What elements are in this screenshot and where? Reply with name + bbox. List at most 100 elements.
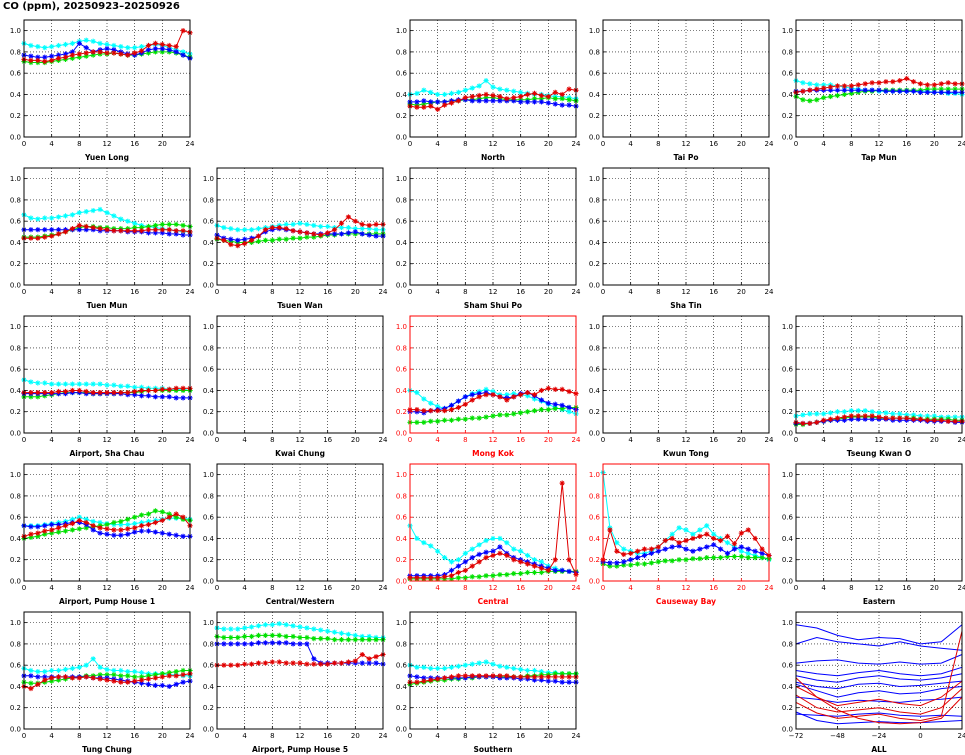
data-point — [621, 546, 627, 552]
data-point — [255, 623, 262, 629]
data-point — [455, 563, 462, 569]
series-line — [602, 528, 770, 560]
y-tick-label: 1.0 — [396, 323, 407, 331]
data-point — [428, 418, 434, 424]
data-point — [827, 93, 834, 100]
data-point — [566, 97, 572, 103]
data-point — [504, 664, 510, 670]
data-point — [518, 666, 524, 673]
x-tick-label: 20 — [544, 584, 553, 592]
data-point — [104, 672, 110, 678]
data-point — [448, 90, 455, 96]
data-point — [441, 408, 448, 414]
data-point — [83, 209, 89, 215]
data-point — [132, 45, 138, 51]
data-point — [531, 569, 538, 576]
data-point — [518, 674, 524, 680]
data-point — [904, 415, 910, 421]
y-tick-label: 1.0 — [589, 175, 600, 183]
x-tick-label: 12 — [296, 732, 305, 740]
y-tick-label: 0.4 — [203, 535, 215, 543]
data-point — [373, 637, 379, 643]
data-point — [173, 395, 179, 401]
series-line — [795, 636, 963, 651]
data-point — [669, 535, 675, 542]
data-point — [455, 89, 462, 95]
data-point — [469, 397, 475, 403]
x-tick-label: 24 — [765, 584, 774, 592]
data-point — [469, 546, 475, 552]
data-point — [883, 79, 889, 85]
data-point — [173, 228, 179, 234]
data-point — [931, 413, 937, 419]
x-tick-label: 8 — [656, 140, 660, 148]
data-point — [55, 674, 62, 680]
data-point — [76, 54, 82, 60]
data-point — [524, 552, 531, 559]
data-point — [704, 531, 710, 537]
data-point — [76, 526, 82, 532]
data-point — [628, 557, 634, 563]
data-point — [242, 633, 248, 640]
data-point — [490, 673, 496, 679]
data-point — [69, 212, 76, 218]
x-tick-label: 12 — [682, 288, 691, 296]
data-point — [304, 634, 310, 641]
data-point — [49, 389, 55, 396]
data-point — [83, 223, 89, 230]
x-tick-label: 8 — [656, 288, 660, 296]
x-tick-label: 24 — [958, 436, 965, 444]
data-point — [428, 543, 434, 549]
data-point — [524, 91, 531, 98]
data-point — [855, 87, 861, 93]
data-point — [497, 535, 503, 542]
data-point — [180, 28, 186, 34]
data-point — [414, 104, 420, 110]
data-point — [69, 520, 76, 527]
x-tick-label: 24 — [186, 732, 195, 740]
data-point — [538, 99, 545, 105]
data-point — [559, 567, 565, 573]
data-point — [924, 413, 931, 419]
data-point — [435, 548, 441, 554]
data-point — [97, 206, 103, 213]
data-point — [504, 96, 510, 102]
data-point — [111, 213, 117, 219]
data-point — [483, 673, 489, 679]
data-point — [462, 87, 468, 93]
data-point — [283, 221, 289, 227]
data-point — [421, 419, 427, 425]
data-point — [607, 527, 613, 533]
data-point — [559, 91, 565, 98]
data-point — [304, 230, 310, 236]
data-point — [83, 674, 89, 680]
data-point — [566, 409, 572, 415]
data-point — [159, 674, 165, 680]
data-point — [42, 227, 48, 233]
data-point — [138, 48, 145, 54]
data-point — [138, 670, 145, 676]
data-point — [490, 573, 496, 579]
data-point — [524, 561, 531, 567]
x-tick-label: 4 — [242, 732, 247, 740]
x-tick-label: 16 — [709, 140, 718, 148]
data-point — [524, 674, 531, 680]
x-tick-label: 12 — [489, 140, 498, 148]
data-point — [145, 681, 152, 687]
data-point — [159, 394, 165, 400]
data-point — [173, 43, 179, 50]
data-point — [462, 559, 468, 565]
data-point — [890, 88, 896, 94]
data-point — [483, 95, 489, 101]
data-point — [145, 223, 152, 230]
data-point — [669, 558, 675, 564]
data-point — [676, 543, 682, 549]
y-tick-label: 0.0 — [589, 430, 600, 438]
data-point — [83, 388, 89, 395]
data-point — [35, 668, 41, 675]
data-point — [311, 234, 317, 240]
data-point — [676, 525, 682, 531]
x-tick-label: 8 — [849, 436, 853, 444]
data-point — [180, 52, 186, 58]
data-point — [483, 91, 489, 98]
